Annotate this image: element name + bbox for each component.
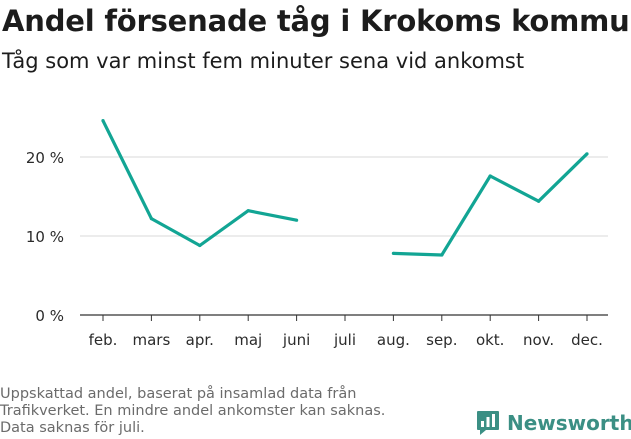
data-point bbox=[585, 152, 589, 156]
data-point bbox=[101, 119, 105, 123]
x-tick-label: aug. bbox=[377, 331, 410, 349]
footnote: Uppskattad andel, baserat på insamlad da… bbox=[0, 386, 440, 437]
series-line-segment bbox=[101, 119, 297, 248]
y-tick-label: 10 % bbox=[26, 228, 64, 246]
x-tick-label: sep. bbox=[426, 331, 457, 349]
x-tick-label: nov. bbox=[523, 331, 554, 349]
x-tick-label: maj bbox=[234, 331, 262, 349]
data-point bbox=[391, 251, 395, 255]
data-point bbox=[295, 218, 299, 222]
data-point bbox=[198, 243, 202, 248]
x-tick-label: feb. bbox=[89, 331, 118, 349]
footnote-line: Trafikverket. En mindre andel ankomster … bbox=[0, 403, 386, 419]
bar-chart-logo-icon bbox=[477, 411, 499, 435]
x-axis: feb. mars apr. maj juni juli aug. sep. okt. nov. d… bbox=[89, 315, 603, 349]
x-tick-label: apr. bbox=[186, 331, 214, 349]
x-tick-label: mars bbox=[133, 331, 171, 349]
x-tick-label: dec. bbox=[571, 331, 603, 349]
x-tick-label: juli bbox=[333, 331, 356, 349]
y-axis-tick-labels: 0 % 10 % 20 % bbox=[26, 149, 64, 325]
series-lines bbox=[101, 119, 589, 257]
data-point bbox=[537, 199, 541, 203]
data-point bbox=[440, 253, 444, 257]
x-tick-label: okt. bbox=[476, 331, 505, 349]
data-point bbox=[488, 174, 492, 178]
data-point bbox=[246, 209, 250, 213]
chart-title: Andel försenade tåg i Krokoms kommun bbox=[2, 4, 631, 38]
data-point bbox=[149, 217, 153, 221]
footnote-line: Uppskattad andel, baserat på insamlad da… bbox=[0, 386, 357, 402]
y-tick-label: 0 % bbox=[35, 307, 64, 325]
y-tick-label: 20 % bbox=[26, 149, 64, 167]
newsworthy-logo: Newsworthy bbox=[476, 409, 631, 437]
x-tick-label: juni bbox=[282, 331, 310, 349]
brand-name: Newsworthy bbox=[507, 411, 631, 435]
grid-lines bbox=[80, 156, 608, 316]
footnote-line: Data saknas för juli. bbox=[0, 420, 145, 436]
series-line-segment bbox=[393, 152, 589, 257]
line-chart: 0 % 10 % 20 % feb. mars apr. maj juni juli aug. s… bbox=[26, 119, 608, 349]
chart-subtitle: Tåg som var minst fem minuter sena vid a… bbox=[2, 49, 525, 73]
